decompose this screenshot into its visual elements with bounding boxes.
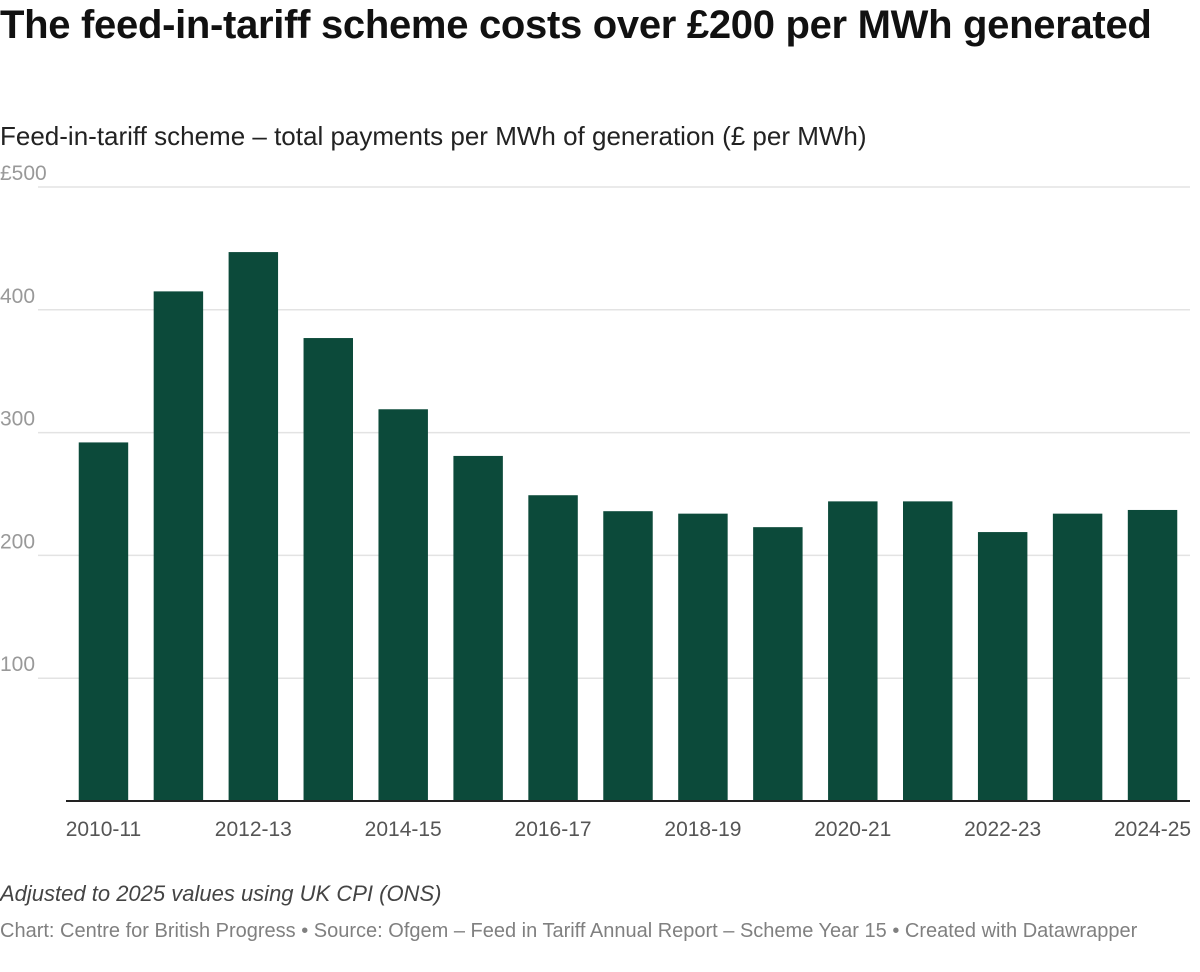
created-with: Created with Datawrapper [904,920,1138,942]
footer-separator: • [892,920,900,942]
chart-footer: Chart: Centre for British Progress • Sou… [0,918,1150,944]
x-tick-label: 2016-17 [515,818,592,841]
chart-credit: Chart: Centre for British Progress [0,920,296,942]
bars [78,252,1178,802]
bar [303,338,353,801]
bar [903,501,953,801]
bar [678,513,728,801]
source-credit: Source: Ofgem – Feed in Tariff Annual Re… [313,920,887,942]
bar [453,455,503,801]
chart-title: The feed-in-tariff scheme costs over £20… [0,3,1152,47]
bar [228,252,279,802]
bar [828,501,878,801]
bar [603,511,653,801]
x-tick-label: 2018-19 [664,818,741,841]
x-axis-tick-labels: 2010-11 2012-13 2014-15 2016-17 2018-19 2020-… [66,818,1191,841]
y-tick-label: 100 [0,653,35,676]
x-tick-label: 2024-25 [1114,818,1191,841]
x-tick-label: 2014-15 [365,818,442,841]
footer-separator: • [301,920,309,942]
bar [528,495,578,801]
x-tick-label: 2012-13 [215,818,292,841]
bar [977,532,1028,801]
x-tick-label: 2020-21 [814,818,891,841]
y-tick-label: £500 [0,165,47,185]
y-tick-label: 300 [0,408,35,431]
bar [753,527,803,801]
y-tick-label: 200 [0,530,35,553]
bar [78,442,129,801]
chart-subtitle: Feed-in-tariff scheme – total payments p… [0,121,867,151]
bar [153,291,204,801]
x-tick-label: 2010-11 [66,818,142,841]
chart-note: Adjusted to 2025 values using UK CPI (ON… [0,881,442,906]
bar [378,409,428,801]
bar [1052,513,1103,801]
bar [1127,509,1178,801]
y-tick-label: 400 [0,285,35,308]
x-tick-label: 2022-23 [964,818,1041,841]
y-axis-tick-labels: 100 200 300 400 £500 [0,165,47,676]
